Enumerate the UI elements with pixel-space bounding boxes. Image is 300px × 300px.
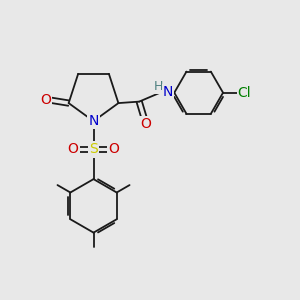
Text: N: N xyxy=(88,114,99,128)
Text: O: O xyxy=(141,117,152,131)
Text: Cl: Cl xyxy=(238,86,251,100)
Text: O: O xyxy=(40,93,51,107)
Text: S: S xyxy=(89,142,98,156)
Text: O: O xyxy=(109,142,119,156)
Text: O: O xyxy=(68,142,79,156)
Text: N: N xyxy=(163,85,173,99)
Text: H: H xyxy=(154,80,163,93)
